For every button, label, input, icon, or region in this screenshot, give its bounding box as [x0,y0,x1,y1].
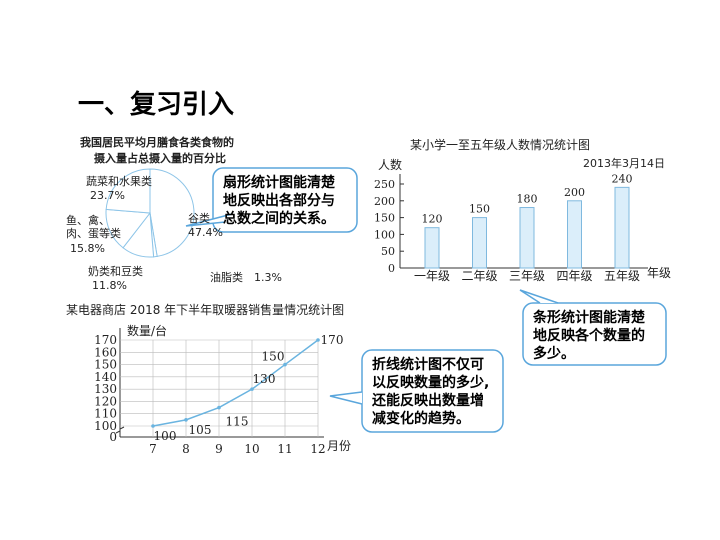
y-tick-label: 250 [374,178,395,191]
bar [567,200,582,269]
callout-tail [519,289,559,304]
x-tick-label: 12 [310,442,325,456]
pie-label: 蔬菜和水果类 [86,175,152,188]
callout-box [212,167,358,233]
x-tick-label: 五年级 [604,269,640,283]
bar [614,186,630,269]
line-series [152,339,319,427]
x-tick-label: 9 [215,442,223,456]
line-point [283,362,287,367]
callout-text: 以反映数量的多少, [372,375,490,391]
line-point [151,424,155,428]
x-tick-label: 10 [244,442,259,456]
y-axis-label: 人数 [378,158,403,172]
chart-subtitle: 2013年3月14日 [583,157,665,170]
bar [424,227,440,269]
callout-text: 扇形统计图能清楚 [223,175,335,191]
bar-value-label: 120 [422,213,443,226]
x-tick-label: 8 [182,442,190,456]
callout-text: 总数之间的关系。 [223,211,335,227]
point-value-label: 130 [253,372,276,386]
y-tick-label: 110 [94,407,117,421]
pie-value-label: 47.4% [188,226,223,239]
y-tick-label: 50 [381,245,395,258]
callout-tail [329,391,363,405]
bar-value-label: 180 [517,193,538,206]
callout-text: 多少。 [533,346,575,362]
pie-value-label: 11.8% [92,279,127,292]
callout-text: 地反映各个数量的 [533,328,645,344]
point-value-label: 105 [189,423,212,437]
pie-label: 油脂类 [210,271,243,284]
x-tick-label: 11 [277,442,292,456]
x-tick-label: 一年级 [414,269,450,283]
point-value-label: 100 [154,429,177,443]
x-axis-label: 月份 [327,439,352,453]
callout-text: 折线统计图不仅可 [372,357,484,373]
point-value-label: 170 [321,333,344,347]
x-tick-label: 7 [149,442,157,456]
y-tick-label: 200 [374,195,395,208]
bar [472,217,487,269]
axis-break [115,426,125,434]
y-tick-label: 130 [94,382,117,396]
pie-title: 摄入量占总摄入量的百分比 [94,152,226,165]
y-tick-label: 170 [94,333,117,347]
point-value-label: 150 [262,350,285,364]
x-tick-label: 四年级 [556,269,592,283]
pie-slice [149,168,195,257]
callout-box [522,302,667,366]
y-tick-label: 160 [94,345,117,359]
y-tick-label: 100 [94,419,117,433]
callout-tail [185,213,233,227]
callout-text: 还能反映出数量增 [372,393,484,409]
line-point [217,405,221,410]
pie-value-label: 23.7% [90,189,125,202]
pie-label: 奶类和豆类 [88,265,143,278]
x-tick-label: 二年级 [461,269,497,283]
pie-label: 鱼、禽、肉、蛋等类 [66,214,121,241]
y-axis-label: 数量/台 [127,324,168,338]
y-tick-label: 150 [374,212,395,225]
slide-title: 一、复习引入 [78,90,235,120]
callout-box [361,349,504,433]
y-tick-label: 100 [374,228,395,241]
pie-value-label: 15.8% [70,242,105,255]
line-point [316,338,320,342]
pie-label: 谷类 [188,212,210,225]
line-point [250,387,254,391]
bar-value-label: 200 [564,186,585,199]
callout-text: 地反映出各部分与 [223,193,335,209]
chart-title: 某电器商店 2018 年下半年取暖器销售量情况统计图 [66,303,345,317]
y-tick-label: 140 [94,370,117,384]
y-tick-label: 150 [94,358,117,372]
callout-text: 减变化的趋势。 [372,411,470,427]
pie-value-label: 1.3% [254,271,282,284]
line-point [184,418,188,422]
chart-title: 某小学一至五年级人数情况统计图 [410,138,591,152]
x-axis-label: 年级 [647,266,672,280]
y-tick-label: 0 [109,430,117,444]
y-tick-label: 120 [94,394,117,408]
point-value-label: 115 [226,415,249,429]
pie-slice [105,168,151,214]
y-tick-label: 0 [388,262,395,275]
bar-value-label: 150 [469,203,490,216]
bar-value-label: 240 [612,172,633,185]
bar [519,207,535,269]
callout-text: 条形统计图能清楚 [533,310,645,326]
pie-title: 我国居民平均月膳食各类食物的 [80,136,234,149]
x-tick-label: 三年级 [509,269,545,283]
